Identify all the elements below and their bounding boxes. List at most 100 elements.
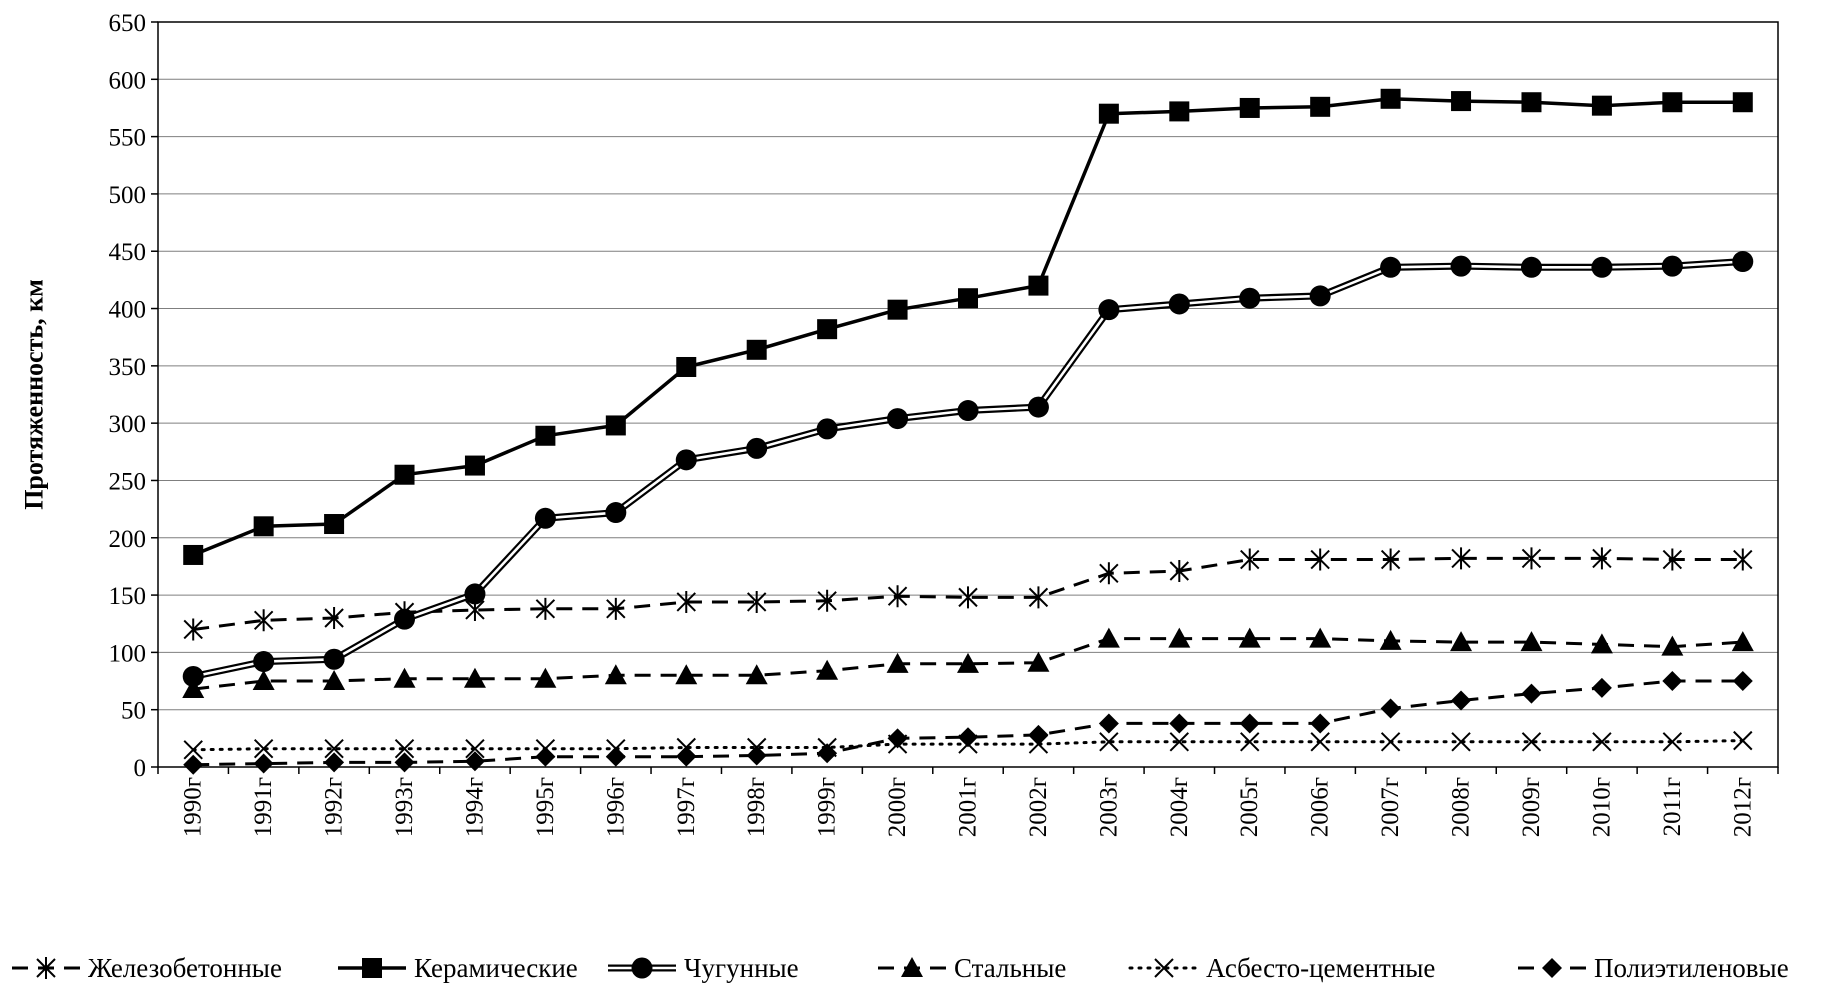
data-point	[534, 667, 557, 688]
data-point	[1521, 92, 1542, 113]
series-2	[183, 88, 1753, 565]
data-point	[1733, 730, 1753, 751]
y-tick-label: 0	[134, 755, 147, 782]
data-point	[1451, 547, 1471, 570]
data-point	[606, 597, 626, 620]
data-point	[605, 502, 627, 524]
data-point	[675, 664, 698, 685]
data-point	[323, 648, 345, 670]
legend-item: Железобетонные	[12, 953, 282, 983]
y-tick-label: 300	[109, 411, 147, 438]
y-tick-label: 250	[109, 468, 147, 495]
legend-item: Полиэтиленовые	[1518, 953, 1789, 983]
series-3	[182, 251, 1754, 687]
data-point	[1521, 732, 1542, 752]
data-point	[1380, 88, 1401, 109]
data-point	[746, 745, 767, 766]
x-tick-label: 2007г	[1377, 777, 1404, 837]
legend: Железобетонные Керамические Чугунные Стальн…	[12, 953, 1789, 983]
x-tick-label: 2008г	[1448, 777, 1475, 837]
data-point	[1590, 633, 1613, 654]
data-point	[886, 652, 909, 673]
data-point	[1451, 732, 1471, 752]
data-point	[1520, 256, 1542, 278]
data-point	[1099, 562, 1119, 585]
data-point	[817, 743, 838, 764]
x-tick-label: 1997г	[673, 777, 700, 837]
y-tick-label: 400	[109, 297, 147, 324]
data-point	[675, 449, 697, 471]
x-tick-label: 2011г	[1659, 777, 1686, 836]
data-point	[817, 589, 837, 612]
data-point	[1379, 629, 1402, 650]
x-tick-label: 1993г	[391, 777, 418, 837]
data-point	[1662, 92, 1683, 113]
data-point	[1098, 103, 1119, 124]
data-point	[1027, 396, 1049, 418]
data-point	[1310, 732, 1330, 752]
data-point	[1169, 560, 1190, 583]
data-point	[1309, 285, 1331, 307]
data-point	[817, 319, 838, 340]
data-point	[323, 670, 346, 691]
y-tick-label: 450	[109, 239, 147, 266]
data-point	[1450, 255, 1472, 277]
x-tick-label: 1994г	[461, 777, 488, 837]
data-point	[746, 590, 767, 613]
data-point	[1097, 627, 1120, 648]
data-point	[957, 652, 979, 673]
data-point	[1451, 690, 1472, 711]
x-tick-label: 1991г	[250, 777, 277, 837]
data-point	[1520, 631, 1543, 652]
data-point	[464, 455, 485, 476]
series-6	[183, 671, 1753, 775]
data-point	[1591, 677, 1612, 698]
data-point	[324, 607, 344, 629]
data-point	[1731, 631, 1754, 652]
data-point	[1309, 627, 1332, 648]
data-point	[535, 597, 556, 620]
legend-swatch-marker	[901, 957, 923, 977]
data-point	[253, 753, 274, 774]
data-point	[745, 664, 768, 685]
data-point	[1592, 732, 1612, 752]
data-point	[253, 738, 274, 759]
data-point	[535, 746, 556, 767]
data-point	[676, 746, 697, 767]
data-point	[534, 507, 556, 529]
data-point	[1661, 255, 1683, 277]
data-point	[1592, 547, 1612, 570]
x-axis-ticks: 1990г 1991г 1992г 1993г 1994г 1995г 1996г 1997г…	[157, 767, 1779, 837]
y-tick-label: 50	[121, 698, 146, 725]
data-point	[1310, 713, 1331, 734]
data-point	[746, 437, 768, 459]
y-axis-ticks: 0 50 100 150 200 250 300 350 400 450 500 550 600 650	[109, 10, 158, 782]
data-point	[1098, 299, 1120, 321]
x-tick-label: 1998г	[743, 777, 770, 837]
series-line	[192, 97, 1743, 557]
data-point	[1732, 92, 1753, 113]
legend-swatch-marker	[1154, 958, 1174, 978]
data-point	[1310, 96, 1331, 117]
gridlines	[158, 78, 1778, 711]
data-point	[1591, 256, 1613, 278]
legend-label: Железобетонные	[88, 953, 282, 983]
data-point	[253, 651, 275, 673]
series-lines	[182, 88, 1754, 775]
data-point	[746, 339, 767, 360]
data-point	[252, 670, 275, 691]
data-point	[394, 738, 415, 759]
y-tick-label: 650	[109, 10, 147, 37]
y-tick-label: 500	[109, 182, 147, 209]
y-tick-label: 100	[109, 640, 147, 667]
y-tick-label: 150	[109, 583, 147, 610]
y-tick-label: 600	[109, 67, 147, 94]
legend-label: Керамические	[414, 953, 578, 983]
data-point	[605, 746, 626, 767]
data-point	[1732, 671, 1753, 692]
data-point	[535, 425, 556, 446]
data-point	[1662, 548, 1683, 571]
data-point	[1169, 732, 1190, 752]
legend-label: Чугунные	[684, 953, 799, 983]
x-tick-label: 1996г	[602, 777, 629, 837]
